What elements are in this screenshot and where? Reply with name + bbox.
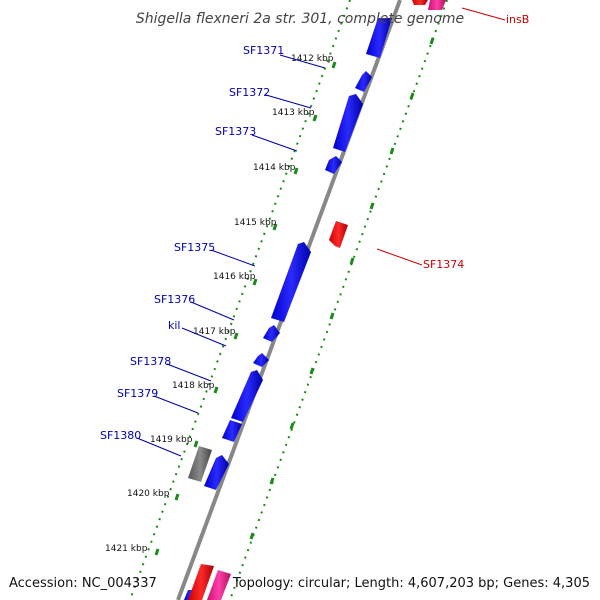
gene-label-sf1375[interactable]: SF1375 xyxy=(174,241,215,254)
gene-labels: SF1371 SF1372 SF1373 SF1375 SF1376 kil S… xyxy=(100,13,529,442)
gene-label-sf1373[interactable]: SF1373 xyxy=(215,125,256,138)
tick-label: 1419 kbp xyxy=(150,435,193,445)
gene-sf1375[interactable] xyxy=(271,242,311,322)
gene-label-sf1380[interactable]: SF1380 xyxy=(100,429,141,442)
gene-sf1370[interactable] xyxy=(366,18,392,58)
tick-label: 1414 kbp xyxy=(253,163,296,173)
gene-bottom-mobile[interactable] xyxy=(207,570,231,600)
gene-sf1371[interactable] xyxy=(355,71,372,92)
reverse-genes xyxy=(188,0,428,600)
tick-labels: 1412 kbp 1413 kbp 1414 kbp 1415 kbp 1416… xyxy=(105,54,334,554)
genome-summary: Topology: circular; Length: 4,607,203 bp… xyxy=(232,576,590,591)
mobile-elements xyxy=(207,0,446,600)
gene-label-sf1376[interactable]: SF1376 xyxy=(154,293,195,306)
gene-sf1378[interactable] xyxy=(231,370,263,422)
gene-bottom-reverse[interactable] xyxy=(188,564,214,600)
gene-sf1374[interactable] xyxy=(329,221,348,248)
tick-label: 1420 kbp xyxy=(127,489,170,499)
tick-label: 1417 kbp xyxy=(193,327,236,337)
tick-label: 1416 kbp xyxy=(213,272,256,282)
map-title: Shigella flexneri 2a str. 301, complete … xyxy=(136,11,464,27)
forward-genes xyxy=(184,18,392,600)
gene-label-insb[interactable]: insB xyxy=(506,13,529,26)
gene-label-sf1372[interactable]: SF1372 xyxy=(229,86,270,99)
gene-sf1380[interactable] xyxy=(204,455,229,490)
accession-text: Accession: NC_004337 xyxy=(9,576,157,591)
tick-label: 1421 kbp xyxy=(105,544,148,554)
gene-label-kil[interactable]: kil xyxy=(168,319,180,332)
gene-label-sf1378[interactable]: SF1378 xyxy=(130,355,171,368)
outer-major-ticks xyxy=(249,37,435,540)
gene-insb[interactable] xyxy=(428,0,446,10)
gene-label-sf1371[interactable]: SF1371 xyxy=(243,44,284,57)
label-leaders xyxy=(136,7,506,457)
gene-top-reverse[interactable] xyxy=(412,0,428,5)
tick-label: 1415 kbp xyxy=(234,218,277,228)
gene-label-sf1374[interactable]: SF1374 xyxy=(423,258,464,271)
inner-major-ticks xyxy=(154,61,337,556)
tick-label: 1413 kbp xyxy=(272,108,315,118)
gene-kil[interactable] xyxy=(253,353,269,367)
gene-pseudo[interactable] xyxy=(188,446,212,482)
gene-sf1379[interactable] xyxy=(222,420,242,442)
gene-sf1372[interactable] xyxy=(333,94,363,152)
gene-sf1373[interactable] xyxy=(325,156,342,174)
gene-label-sf1379[interactable]: SF1379 xyxy=(117,387,158,400)
gene-sf1376[interactable] xyxy=(263,325,280,342)
tick-label: 1418 kbp xyxy=(172,381,215,391)
tick-label: 1412 kbp xyxy=(291,54,334,64)
